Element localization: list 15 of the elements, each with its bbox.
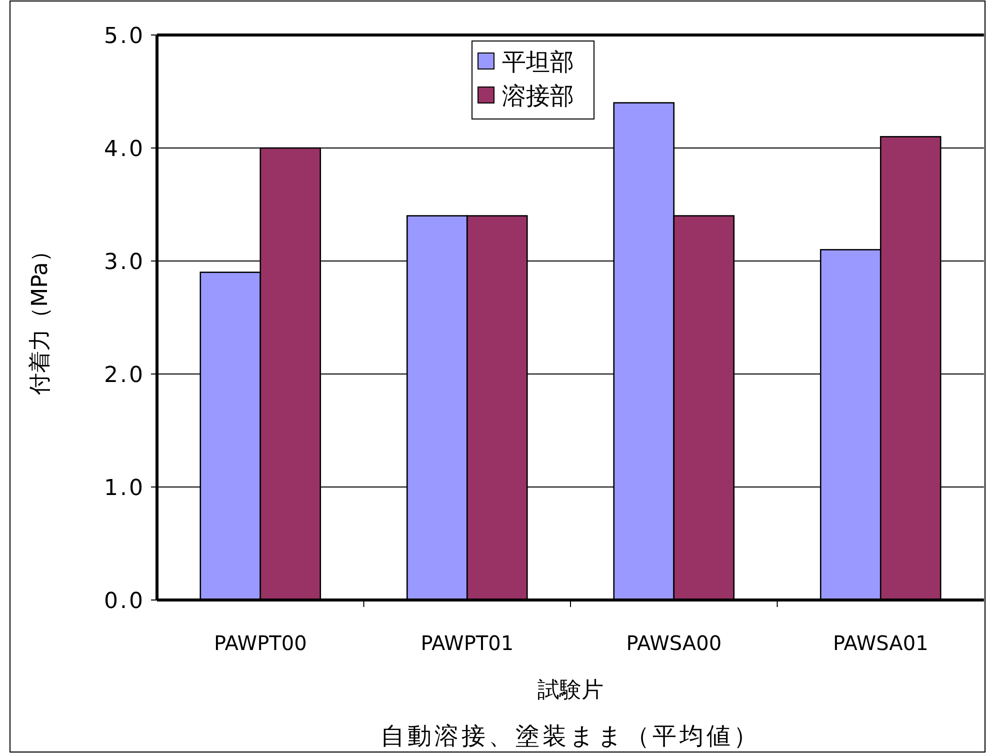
y-tick-label: 2.0 bbox=[104, 363, 145, 388]
y-tick-label: 4.0 bbox=[104, 137, 145, 162]
y-tick-label: 3.0 bbox=[104, 250, 145, 275]
x-tick-label: PAWPT00 bbox=[214, 631, 307, 655]
text: 自動溶接、塗装まま（平均値） bbox=[380, 722, 760, 750]
x-tick-label: PAWSA01 bbox=[832, 631, 928, 655]
x-tick-label: PAWSA00 bbox=[626, 631, 722, 655]
y-tick-label: 0.0 bbox=[104, 589, 145, 614]
legend-label: 平坦部 bbox=[502, 48, 574, 76]
legend-label: 溶接部 bbox=[502, 82, 574, 110]
x-tick-label: PAWPT01 bbox=[420, 631, 514, 655]
y-tick-label: 5.0 bbox=[104, 24, 145, 49]
y-tick-label: 1.0 bbox=[104, 476, 145, 501]
x-axis-title: 試験片 bbox=[538, 678, 604, 703]
y-axis-title: 付着力（MPa） bbox=[28, 240, 53, 396]
